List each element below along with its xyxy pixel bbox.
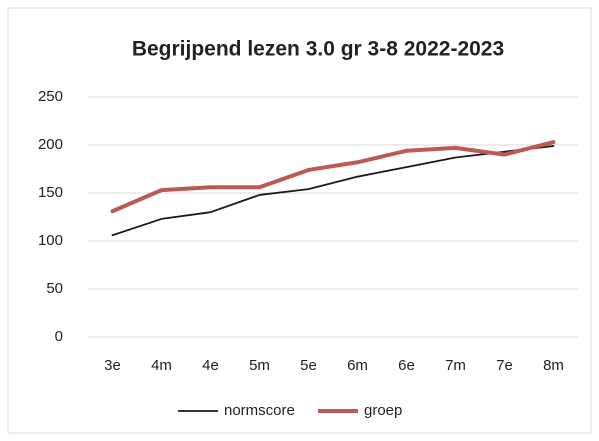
- x-tick-label: 4m: [151, 357, 172, 374]
- series-line: [111, 145, 555, 237]
- y-tick-label: 50: [46, 280, 63, 297]
- x-tick-label: 7e: [496, 357, 513, 374]
- x-tick-label: 3e: [104, 357, 121, 374]
- chart-title: Begrijpend lezen 3.0 gr 3-8 2022-2023: [132, 38, 504, 61]
- x-tick-label: 5e: [300, 357, 317, 374]
- series-line: [110, 140, 556, 214]
- x-tick-label: 7m: [445, 357, 466, 374]
- y-tick-label: 0: [55, 328, 63, 345]
- x-tick-label: 8m: [543, 357, 564, 374]
- x-tick-label: 6m: [347, 357, 368, 374]
- y-tick-label: 150: [38, 184, 63, 201]
- x-tick-label: 6e: [398, 357, 415, 374]
- chart-border: [7, 7, 592, 434]
- x-tick-label: 5m: [249, 357, 270, 374]
- y-tick-label: 100: [38, 232, 63, 249]
- legend-label: normscore: [224, 402, 295, 419]
- y-tick-label: 200: [38, 136, 63, 153]
- x-tick-label: 4e: [202, 357, 219, 374]
- y-tick-label: 250: [38, 88, 63, 105]
- legend-label: groep: [364, 402, 402, 419]
